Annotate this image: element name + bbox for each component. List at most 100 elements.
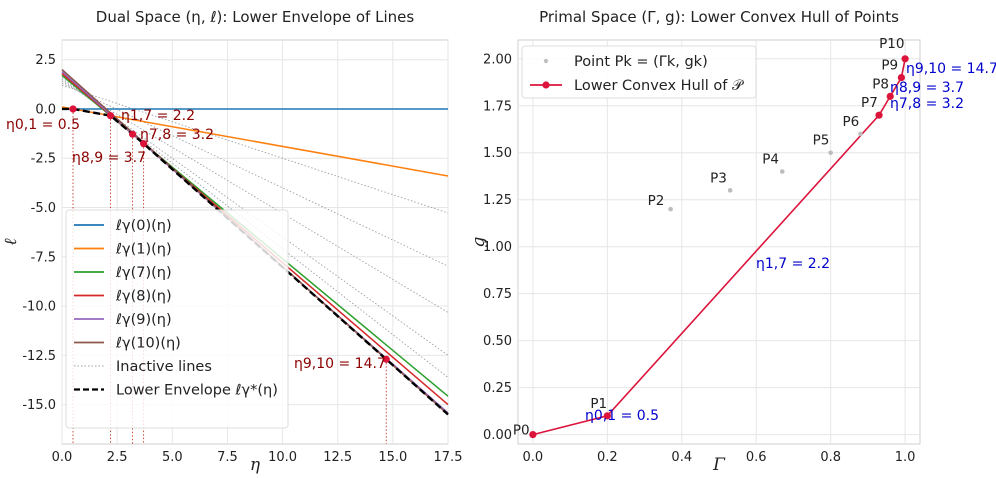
dual-legend-label: Inactive lines: [116, 359, 212, 375]
dual-breakpoint-label: η1,7 = 2.2: [121, 108, 195, 124]
primal-y-tick-label: 1.50: [483, 146, 512, 161]
primal-y-tick-label: 1.00: [483, 240, 512, 255]
primal-point: [727, 188, 733, 193]
primal-slope-annotations: η0,1 = 0.5 η1,7 = 2.2 η9,10 = 14.7 η8,9 = 3…: [585, 61, 996, 424]
primal-y-tick-label: 0.75: [483, 287, 512, 302]
primal-hull-point: [886, 92, 894, 100]
primal-point: [668, 206, 673, 212]
primal-grid: [518, 40, 920, 444]
dual-breakpoint-dot: [69, 105, 77, 113]
primal-slope-label: η9,10 = 14.7: [906, 61, 996, 77]
dual-y-tick-label: -15.0: [22, 398, 56, 413]
legend-point-marker: [543, 58, 549, 64]
dual-legend: ℓγ(0)(η) ℓγ(1)(η) ℓγ(7)(η) ℓγ(8)(η) ℓγ(9)(η)…: [65, 209, 289, 429]
primal-point-label: P0: [513, 423, 530, 439]
primal-point-label: P2: [648, 193, 665, 209]
primal-hull-point: [901, 55, 909, 63]
primal-space-panel: Primal Space (Γ, g): Lower Convex Hull o…: [469, 8, 996, 475]
primal-hull-point: [897, 73, 905, 82]
dual-y-tick-label: -10.0: [22, 300, 56, 315]
dual-title: Dual Space (η, ℓ): Lower Envelope of Lin…: [96, 8, 415, 26]
primal-y-tick-label: 1.75: [483, 99, 512, 114]
dual-x-tick-label: 7.5: [217, 450, 238, 465]
dual-breakpoint-label: η9,10 = 14.7: [294, 356, 386, 372]
dual-legend-label: ℓγ(8)(η): [115, 289, 172, 305]
primal-y-tick-label: 0.50: [483, 334, 512, 349]
dual-inactive-line: [61, 80, 449, 313]
dual-legend-label: ℓγ(9)(η): [115, 312, 172, 328]
dual-ticks: 0.0 2.5 5.0 7.5 10.0 12.5 15.0 17.5 2.5 0.0 -2.5 -5…: [22, 53, 462, 465]
dual-legend-label: ℓγ(1)(η): [115, 242, 172, 258]
dual-breakpoint-label: η0,1 = 0.5: [6, 117, 80, 133]
dual-legend-label: ℓγ(7)(η): [115, 265, 172, 281]
dual-legend-label: Lower Envelope ℓγ*(η): [116, 383, 278, 399]
primal-x-tick-label: 1.0: [895, 450, 916, 465]
dual-x-tick-label: 12.5: [323, 450, 352, 465]
dual-breakpoint-label: η7,8 = 3.2: [140, 127, 214, 143]
primal-x-axis-label: Γ: [712, 455, 726, 475]
dual-legend-label: ℓγ(0)(η): [115, 218, 172, 234]
dual-y-tick-label: 2.5: [35, 53, 56, 68]
dual-y-tick-label: -2.5: [31, 152, 56, 167]
primal-point-label: P7: [861, 95, 878, 111]
primal-slope-label: η0,1 = 0.5: [585, 408, 659, 424]
dual-space-panel: Dual Space (η, ℓ): Lower Envelope of Lin…: [1, 8, 462, 475]
dual-legend-entries: ℓγ(0)(η) ℓγ(1)(η) ℓγ(7)(η) ℓγ(8)(η) ℓγ(9)(η)…: [74, 218, 278, 399]
primal-slope-label: η1,7 = 2.2: [756, 256, 830, 272]
dual-x-tick-label: 2.5: [107, 450, 128, 465]
dual-y-axis-label: ℓ: [1, 238, 21, 245]
primal-hull-point: [875, 111, 883, 119]
primal-point-label: P8: [872, 76, 889, 92]
dual-y-tick-label: -7.5: [31, 250, 56, 265]
dual-x-tick-label: 5.0: [162, 450, 183, 465]
primal-x-tick-label: 0.4: [671, 450, 692, 465]
primal-y-tick-label: 0.25: [483, 381, 512, 396]
dual-breakpoint-dot: [382, 355, 390, 363]
primal-ticks: 0.0 0.2 0.4 0.6 0.8 1.0 0.00 0.25 0.50 0.75 1.00 1.…: [483, 52, 915, 465]
primal-point: [779, 169, 785, 174]
primal-y-tick-label: 0.00: [483, 428, 512, 443]
dual-line-1: [61, 106, 449, 177]
dual-x-tick-label: 10.0: [268, 450, 297, 465]
primal-plot-area: [517, 39, 921, 445]
primal-legend: Point Pk = (Γk, gk) Lower Convex Hull of…: [521, 45, 757, 99]
dual-x-tick-label: 17.5: [434, 450, 463, 465]
primal-title: Primal Space (Γ, g): Lower Convex Hull o…: [539, 8, 899, 26]
dual-legend-label: ℓγ(10)(η): [115, 336, 181, 352]
dual-inactive-line: [61, 84, 449, 214]
primal-y-tick-label: 2.00: [483, 52, 512, 67]
primal-point-label: P4: [762, 152, 779, 168]
dual-breakpoint-label: η8,9 = 3.7: [72, 150, 146, 166]
dual-y-tick-label: -12.5: [22, 349, 56, 364]
primal-y-tick-label: 1.25: [483, 193, 512, 208]
primal-x-tick-label: 0.0: [523, 450, 544, 465]
primal-point-label: P9: [881, 58, 898, 74]
dual-x-axis-label: η: [250, 455, 261, 475]
primal-hull-point: [603, 412, 611, 420]
dual-x-tick-label: 0.0: [52, 450, 73, 465]
dual-breakpoint-dot: [128, 130, 137, 138]
dual-inactive-line: [61, 82, 449, 267]
dual-x-tick-label: 15.0: [378, 450, 407, 465]
primal-point-label: P10: [879, 36, 904, 52]
legend-hull-label: Lower Convex Hull of 𝒫: [574, 78, 745, 94]
legend-hull-marker: [542, 81, 550, 89]
primal-point-label: P1: [590, 396, 607, 412]
primal-hull-point: [529, 431, 537, 439]
primal-point: [828, 150, 833, 156]
primal-point-label: P6: [842, 114, 859, 130]
primal-point-label: P3: [710, 170, 727, 186]
primal-x-tick-label: 0.8: [820, 450, 841, 465]
primal-point-label: P5: [813, 133, 830, 149]
primal-x-tick-label: 0.6: [746, 450, 767, 465]
legend-point-label: Point Pk = (Γk, gk): [574, 54, 708, 70]
primal-slope-label: η7,8 = 3.2: [890, 96, 964, 112]
dual-y-tick-label: 0.0: [35, 102, 56, 117]
primal-point: [858, 131, 863, 137]
primal-x-tick-label: 0.2: [597, 450, 618, 465]
dual-breakpoint-dot: [140, 140, 148, 148]
dual-breakpoint-dot: [106, 112, 115, 120]
primal-slope-label: η8,9 = 3.7: [890, 80, 964, 96]
